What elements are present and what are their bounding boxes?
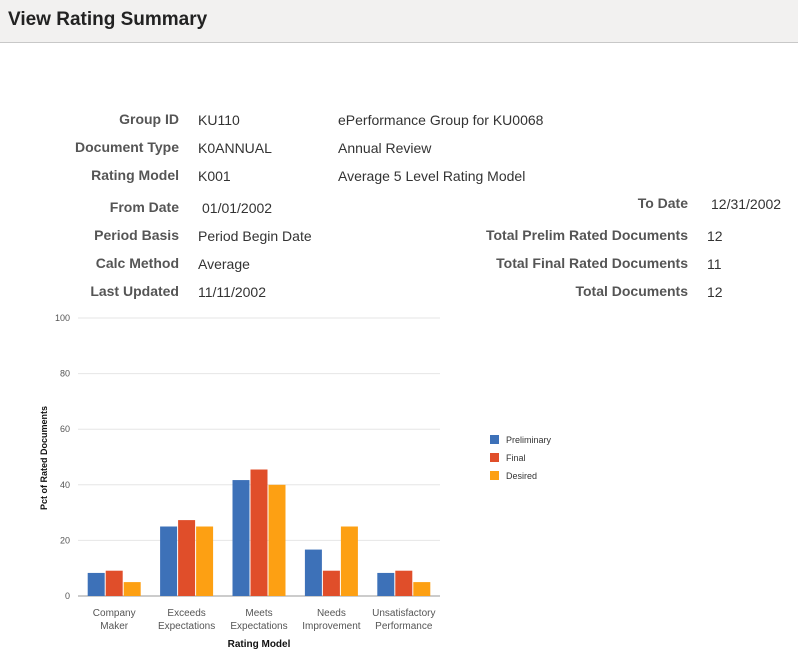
legend-label: Final bbox=[506, 453, 526, 463]
bar-preliminary bbox=[304, 549, 322, 596]
bar-preliminary bbox=[232, 480, 250, 596]
x-tick-label: Exceeds bbox=[167, 608, 205, 619]
document-type-label: Document Type bbox=[75, 139, 179, 155]
legend-swatch bbox=[490, 471, 499, 480]
last-updated-value: 11/11/2002 bbox=[198, 284, 266, 300]
x-tick-label: Meets bbox=[245, 608, 272, 619]
x-tick-label: Unsatisfactory bbox=[372, 608, 435, 619]
y-tick-label: 40 bbox=[60, 480, 70, 490]
y-tick-label: 80 bbox=[60, 369, 70, 379]
y-tick-label: 0 bbox=[65, 591, 70, 601]
y-tick-label: 20 bbox=[60, 535, 70, 545]
bar-desired bbox=[123, 582, 141, 596]
to-date-label: To Date bbox=[637, 195, 688, 211]
total-documents-value: 12 bbox=[707, 284, 723, 300]
total-prelim-label: Total Prelim Rated Documents bbox=[485, 227, 688, 243]
bar-desired bbox=[340, 526, 358, 596]
period-basis-value: Period Begin Date bbox=[198, 228, 312, 244]
calc-method-label: Calc Method bbox=[95, 255, 179, 271]
bar-desired bbox=[196, 526, 214, 596]
total-final-label: Total Final Rated Documents bbox=[496, 255, 688, 271]
x-tick-label: Expectations bbox=[230, 621, 287, 632]
rating-model-value: K001 bbox=[198, 168, 231, 184]
from-date-label: From Date bbox=[109, 199, 179, 215]
x-tick-label: Company bbox=[93, 608, 136, 619]
document-type-value: K0ANNUAL bbox=[198, 140, 272, 156]
rating-model-description: Average 5 Level Rating Model bbox=[338, 168, 526, 184]
to-date-value: 12/31/2002 bbox=[711, 196, 782, 212]
y-tick-label: 60 bbox=[60, 424, 70, 434]
bar-preliminary bbox=[377, 572, 395, 596]
bar-final bbox=[178, 520, 196, 596]
legend-label: Preliminary bbox=[506, 435, 552, 445]
group-id-label: Group ID bbox=[119, 111, 179, 127]
x-axis-title: Rating Model bbox=[228, 639, 291, 650]
group-id-value: KU110 bbox=[198, 112, 240, 128]
total-final-value: 11 bbox=[707, 256, 722, 272]
page-title: View Rating Summary bbox=[8, 9, 208, 30]
page-header: View Rating Summary bbox=[0, 0, 798, 43]
bar-final bbox=[105, 570, 123, 596]
document-type-description: Annual Review bbox=[338, 140, 432, 156]
bar-final bbox=[250, 469, 268, 596]
total-prelim-value: 12 bbox=[707, 228, 723, 244]
x-tick-label: Expectations bbox=[158, 621, 215, 632]
calc-method-value: Average bbox=[198, 256, 250, 272]
bar-preliminary bbox=[160, 526, 178, 596]
last-updated-label: Last Updated bbox=[90, 283, 179, 299]
period-basis-label: Period Basis bbox=[94, 227, 179, 243]
x-tick-label: Performance bbox=[375, 621, 433, 632]
legend-label: Desired bbox=[506, 471, 537, 481]
bar-preliminary bbox=[87, 572, 105, 596]
x-tick-label: Improvement bbox=[302, 621, 361, 632]
total-documents-label: Total Documents bbox=[575, 283, 688, 299]
legend-swatch bbox=[490, 453, 499, 462]
y-tick-label: 100 bbox=[55, 313, 70, 323]
legend-swatch bbox=[490, 435, 499, 444]
x-tick-label: Needs bbox=[317, 608, 346, 619]
bar-desired bbox=[268, 484, 286, 596]
bar-desired bbox=[413, 582, 431, 596]
y-axis-title: Pct of Rated Documents bbox=[39, 406, 49, 510]
bar-final bbox=[322, 570, 340, 596]
rating-chart: 0 20 40 60 80 100 Company Maker Exceeds Expectati… bbox=[39, 313, 552, 650]
from-date-value: 01/01/2002 bbox=[202, 200, 273, 216]
group-id-description: ePerformance Group for KU0068 bbox=[338, 112, 544, 128]
rating-model-label: Rating Model bbox=[91, 167, 179, 183]
x-tick-label: Maker bbox=[100, 621, 128, 632]
bar-final bbox=[395, 570, 413, 596]
